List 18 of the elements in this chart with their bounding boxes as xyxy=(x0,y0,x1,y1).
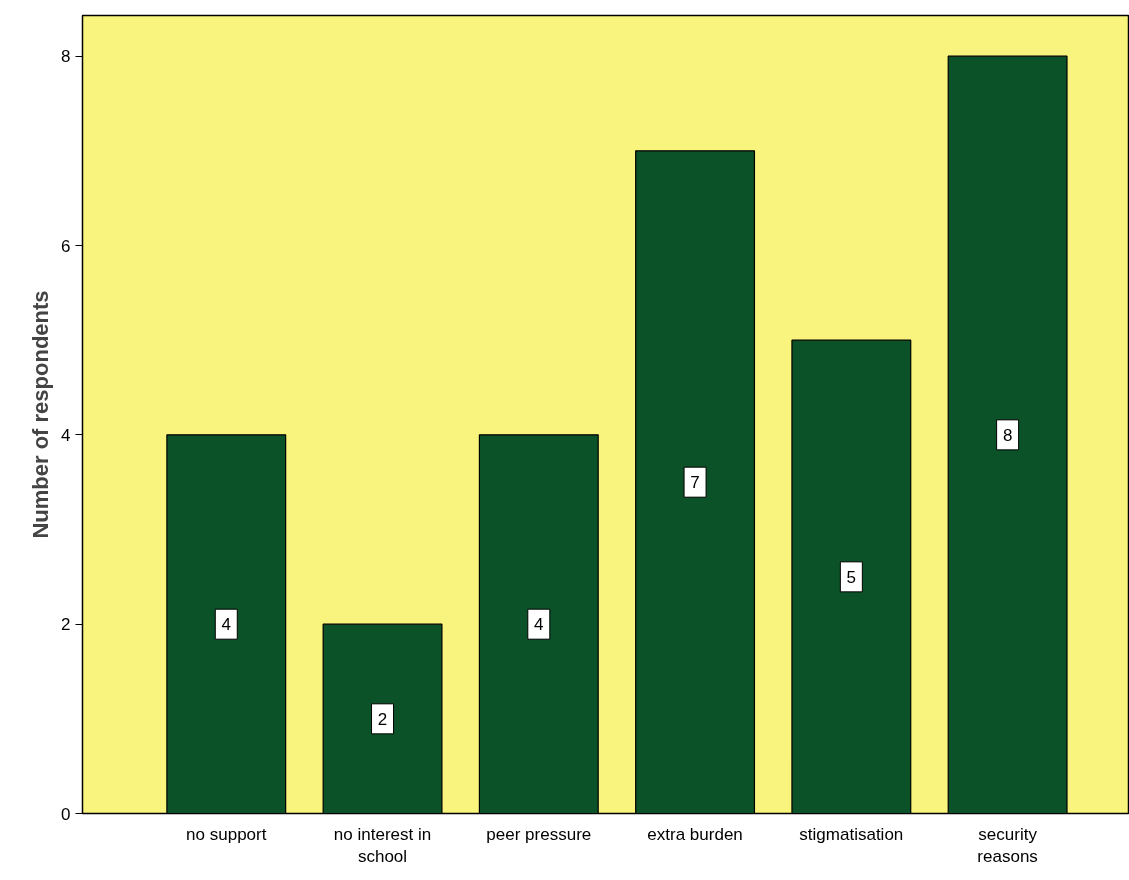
x-tick-label: extra burden xyxy=(647,824,743,844)
y-tick-label: 6 xyxy=(61,236,71,256)
y-axis-title: Number of respondents xyxy=(28,290,54,539)
data-label: 4 xyxy=(534,615,544,635)
data-label: 5 xyxy=(846,567,857,587)
y-tick-label: 0 xyxy=(61,804,71,824)
data-label: 7 xyxy=(690,473,700,493)
x-tick-label: peer pressure xyxy=(486,824,592,844)
y-tick-label: 4 xyxy=(61,425,71,445)
data-label: 2 xyxy=(377,709,388,729)
data-label: 4 xyxy=(221,615,232,635)
y-tick-label: 2 xyxy=(61,615,71,635)
y-tick-label: 8 xyxy=(61,47,71,67)
x-tick-label: stigmatisation xyxy=(799,824,904,844)
x-tick-label: no interest in school xyxy=(333,824,432,867)
x-tick-label: no support xyxy=(186,824,267,844)
x-tick-label: security reasons xyxy=(977,824,1038,867)
data-label: 8 xyxy=(1002,425,1013,445)
